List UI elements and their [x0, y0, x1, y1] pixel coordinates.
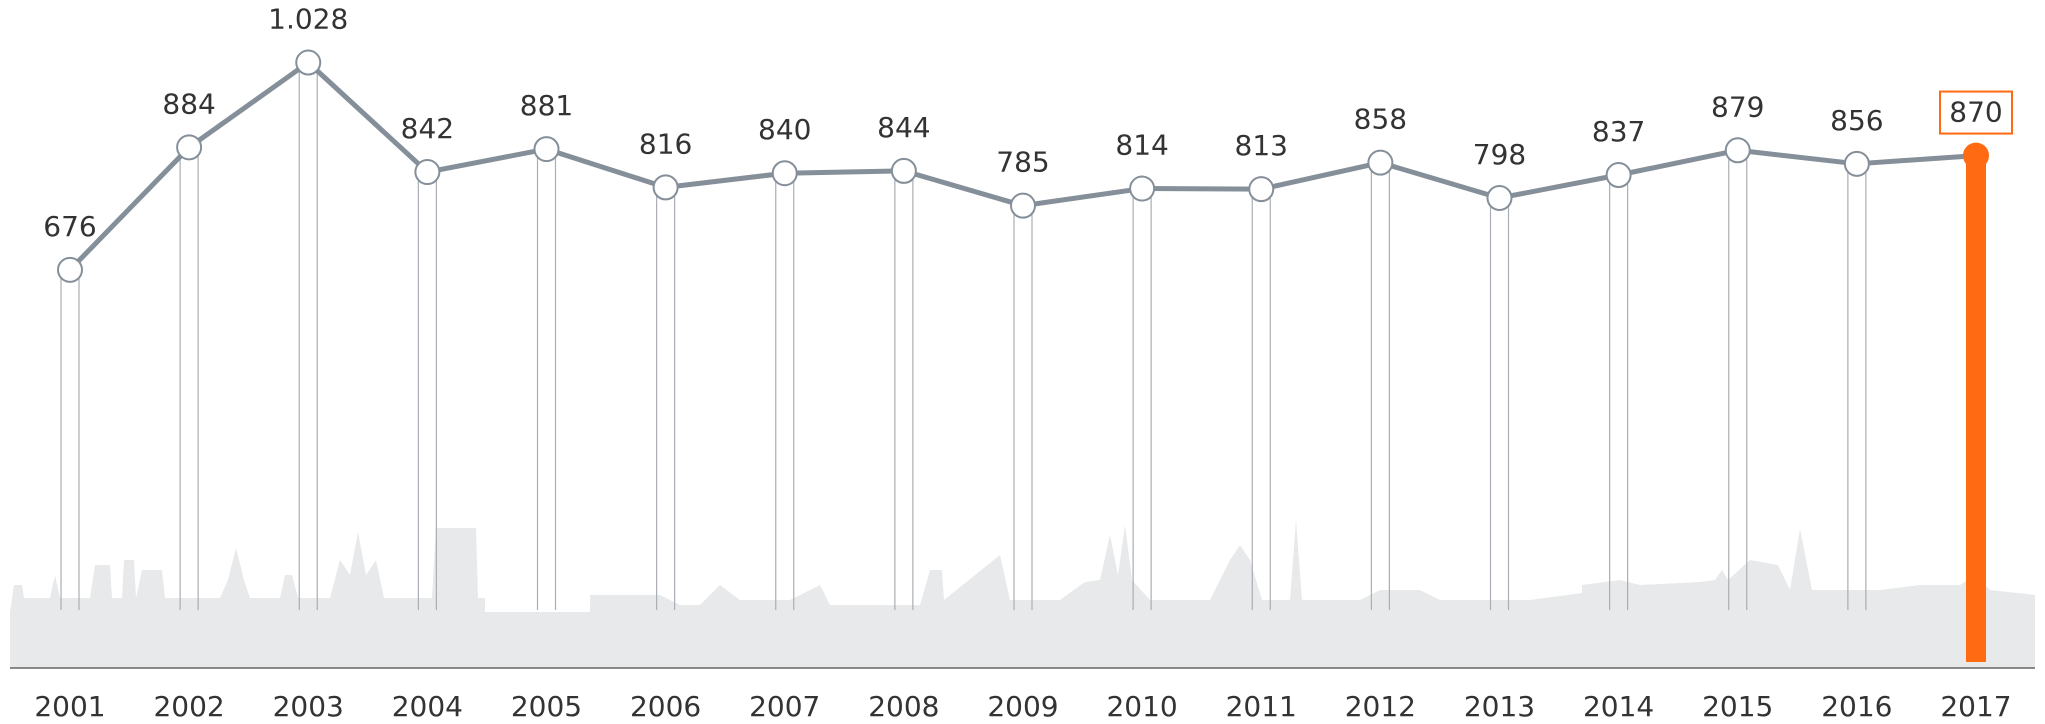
marker — [652, 174, 679, 201]
marker — [414, 159, 441, 186]
x-tick-label: 2015 — [1702, 690, 1773, 723]
data-label: 814 — [1115, 129, 1168, 162]
x-tick-label: 2006 — [630, 690, 701, 723]
x-tick-label: 2007 — [749, 690, 820, 723]
x-tick-label: 2011 — [1226, 690, 1297, 723]
x-tick-label: 2009 — [987, 690, 1058, 723]
x-tick-label: 2014 — [1583, 690, 1654, 723]
x-tick-label: 2004 — [392, 690, 463, 723]
x-tick-label: 2013 — [1464, 690, 1535, 723]
x-tick-label: 2010 — [1106, 690, 1177, 723]
data-label: 816 — [639, 127, 692, 160]
marker — [57, 256, 83, 283]
skyline-base — [10, 612, 2035, 668]
x-tick-label: 2012 — [1345, 690, 1416, 723]
x-tick-label: 2005 — [511, 690, 582, 723]
data-label: 884 — [162, 87, 215, 120]
skyline-buildings — [10, 520, 2035, 612]
highlight-bar — [1966, 155, 1986, 662]
data-label: 1.028 — [268, 3, 348, 36]
data-label: 856 — [1830, 104, 1883, 137]
marker — [1248, 176, 1275, 203]
data-label: 798 — [1473, 138, 1526, 171]
marker — [1724, 137, 1751, 164]
marker — [890, 157, 917, 184]
x-tick-label: 2001 — [34, 690, 105, 723]
marker — [1010, 192, 1036, 219]
data-label: 879 — [1711, 90, 1764, 123]
marker — [771, 160, 798, 187]
marker — [1129, 175, 1156, 202]
marker — [1486, 184, 1513, 211]
data-label: 840 — [758, 113, 811, 146]
data-label: 881 — [520, 89, 573, 122]
marker — [295, 49, 322, 76]
data-label: 837 — [1592, 115, 1645, 148]
marker — [176, 134, 203, 161]
x-tick-label: 2016 — [1821, 690, 1892, 723]
marker — [1605, 162, 1632, 189]
x-tick-label: 2002 — [153, 690, 224, 723]
x-tick-label: 2008 — [868, 690, 939, 723]
data-label: 870 — [1949, 96, 2002, 129]
data-label: 813 — [1235, 129, 1288, 162]
data-label: 844 — [877, 111, 930, 144]
x-tick-label: 2017 — [1940, 690, 2011, 723]
marker — [1843, 150, 1870, 177]
skyline — [10, 520, 2035, 668]
data-label: 842 — [401, 112, 454, 145]
label-box — [1939, 90, 2013, 135]
x-tick-label: 2003 — [273, 690, 344, 723]
marker — [1963, 142, 1989, 169]
marker — [1367, 149, 1394, 176]
marker — [533, 136, 560, 163]
data-label: 785 — [996, 146, 1049, 179]
data-label: 676 — [43, 210, 96, 243]
data-label: 858 — [1354, 103, 1407, 136]
